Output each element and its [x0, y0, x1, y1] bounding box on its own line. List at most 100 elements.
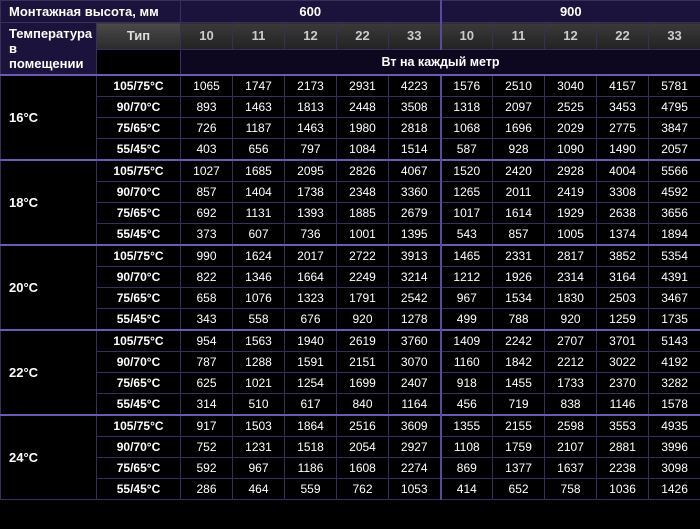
value-cell: 787	[181, 352, 233, 373]
table-row: 55/45°C403656797108415145879281090149020…	[1, 139, 700, 161]
value-cell: 758	[545, 479, 597, 500]
table-row: 20°C105/75°C9901624201727223913146523312…	[1, 245, 700, 267]
value-cell: 967	[441, 288, 493, 309]
value-cell: 4223	[389, 75, 441, 97]
value-cell: 1614	[493, 203, 545, 224]
value-cell: 1747	[233, 75, 285, 97]
value-cell: 1503	[233, 415, 285, 437]
table-row: 90/70°C857140417382348336012652011241933…	[1, 182, 700, 203]
value-cell: 1738	[285, 182, 337, 203]
value-cell: 3360	[389, 182, 441, 203]
value-cell: 2173	[285, 75, 337, 97]
value-cell: 314	[181, 394, 233, 416]
value-cell: 1395	[389, 224, 441, 246]
value-cell: 788	[493, 309, 545, 331]
value-cell: 592	[181, 458, 233, 479]
value-cell: 2011	[493, 182, 545, 203]
value-cell: 2707	[545, 330, 597, 352]
value-cell: 1404	[233, 182, 285, 203]
flow-temp-cell: 75/65°C	[97, 118, 181, 139]
value-cell: 918	[441, 373, 493, 394]
value-cell: 4192	[649, 352, 700, 373]
value-cell: 1231	[233, 437, 285, 458]
value-cell: 1699	[337, 373, 389, 394]
value-cell: 1265	[441, 182, 493, 203]
value-cell: 1187	[233, 118, 285, 139]
flow-temp-cell: 105/75°C	[97, 415, 181, 437]
value-cell: 2722	[337, 245, 389, 267]
value-cell: 1323	[285, 288, 337, 309]
value-cell: 1685	[233, 160, 285, 182]
flow-temp-cell: 105/75°C	[97, 75, 181, 97]
value-cell: 3553	[597, 415, 649, 437]
value-cell: 2619	[337, 330, 389, 352]
type-col: 12	[545, 23, 597, 50]
value-cell: 1021	[233, 373, 285, 394]
value-cell: 2679	[389, 203, 441, 224]
value-cell: 373	[181, 224, 233, 246]
value-cell: 1576	[441, 75, 493, 97]
value-cell: 3467	[649, 288, 700, 309]
room-temp-label: Температура в помещении	[1, 23, 97, 76]
room-temp-cell: 20°C	[1, 245, 97, 330]
flow-temp-cell: 90/70°C	[97, 267, 181, 288]
value-cell: 4391	[649, 267, 700, 288]
header-row-heights: Монтажная высота, мм 600 900	[1, 1, 700, 23]
value-cell: 1355	[441, 415, 493, 437]
value-cell: 1076	[233, 288, 285, 309]
type-col: 10	[181, 23, 233, 50]
value-cell: 1490	[597, 139, 649, 161]
value-cell: 2420	[493, 160, 545, 182]
value-cell: 4592	[649, 182, 700, 203]
value-cell: 543	[441, 224, 493, 246]
value-cell: 692	[181, 203, 233, 224]
radiator-output-table: Монтажная высота, мм 600 900 Температура…	[0, 0, 700, 500]
room-temp-cell: 16°C	[1, 75, 97, 160]
value-cell: 1759	[493, 437, 545, 458]
flow-temp-cell: 105/75°C	[97, 245, 181, 267]
value-cell: 4157	[597, 75, 649, 97]
value-cell: 1929	[545, 203, 597, 224]
value-cell: 1735	[649, 309, 700, 331]
height-600: 600	[181, 1, 441, 23]
table-row: 55/45°C286464559762105341465275810361426	[1, 479, 700, 500]
value-cell: 2155	[493, 415, 545, 437]
mounting-height-label: Монтажная высота, мм	[1, 1, 181, 23]
value-cell: 719	[493, 394, 545, 416]
value-cell: 990	[181, 245, 233, 267]
value-cell: 4935	[649, 415, 700, 437]
value-cell: 499	[441, 309, 493, 331]
value-cell: 510	[233, 394, 285, 416]
value-cell: 1664	[285, 267, 337, 288]
value-cell: 1563	[233, 330, 285, 352]
value-cell: 1830	[545, 288, 597, 309]
height-900: 900	[441, 1, 700, 23]
value-cell: 869	[441, 458, 493, 479]
value-cell: 559	[285, 479, 337, 500]
table-row: 90/70°C893146318132448350813182097252534…	[1, 97, 700, 118]
value-cell: 928	[493, 139, 545, 161]
value-cell: 343	[181, 309, 233, 331]
value-cell: 752	[181, 437, 233, 458]
value-cell: 3852	[597, 245, 649, 267]
value-cell: 2525	[545, 97, 597, 118]
value-cell: 1733	[545, 373, 597, 394]
value-cell: 414	[441, 479, 493, 500]
value-cell: 1005	[545, 224, 597, 246]
value-cell: 762	[337, 479, 389, 500]
value-cell: 3022	[597, 352, 649, 373]
flow-temp-cell: 75/65°C	[97, 458, 181, 479]
value-cell: 1894	[649, 224, 700, 246]
value-cell: 656	[233, 139, 285, 161]
value-cell: 1465	[441, 245, 493, 267]
value-cell: 3760	[389, 330, 441, 352]
value-cell: 2638	[597, 203, 649, 224]
value-cell: 920	[545, 309, 597, 331]
value-cell: 1813	[285, 97, 337, 118]
value-cell: 1065	[181, 75, 233, 97]
value-cell: 3847	[649, 118, 700, 139]
room-temp-cell: 18°C	[1, 160, 97, 245]
value-cell: 2054	[337, 437, 389, 458]
flow-temp-cell: 75/65°C	[97, 203, 181, 224]
value-cell: 2598	[545, 415, 597, 437]
